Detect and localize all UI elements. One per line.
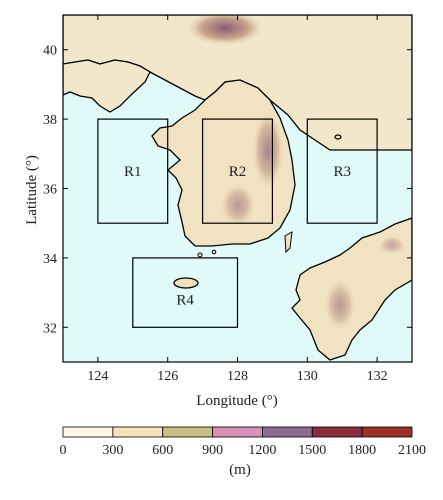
liaodong-coast bbox=[63, 59, 151, 113]
elevation-colorbar: 0 300 600 900 1200 1500 1800 2100 bbox=[60, 426, 426, 458]
colorbar-tick-label: 2100 bbox=[398, 443, 426, 458]
tsushima-island bbox=[284, 231, 293, 254]
y-tick-label: 36 bbox=[43, 183, 57, 198]
colorbar-segment bbox=[62, 426, 114, 438]
colorbar-segment bbox=[262, 426, 313, 438]
region-label-r3: R3 bbox=[333, 164, 351, 180]
y-tick-label: 40 bbox=[43, 44, 57, 59]
x-tick-label: 124 bbox=[87, 369, 108, 384]
chugoku-mountains bbox=[378, 235, 406, 255]
colorbar-segment bbox=[112, 426, 164, 438]
jeju-island bbox=[173, 277, 199, 289]
islet bbox=[211, 249, 217, 255]
northern-highlands bbox=[185, 15, 265, 46]
colorbar-tick-label: 900 bbox=[202, 443, 223, 458]
region-box-r3 bbox=[306, 118, 378, 224]
colorbar-segment bbox=[162, 426, 213, 438]
ulleung-island bbox=[334, 134, 342, 140]
kyushu-mountains bbox=[324, 279, 356, 331]
region-box-r2 bbox=[202, 118, 274, 224]
colorbar-tick-label: 1800 bbox=[348, 443, 376, 458]
landmass-group bbox=[63, 15, 412, 361]
colorbar-segment bbox=[361, 426, 413, 438]
x-tick-label: 126 bbox=[157, 369, 178, 384]
colorbar-tick-label: 1500 bbox=[298, 443, 326, 458]
y-axis-title: Latitude (°) bbox=[24, 155, 40, 225]
region-label-r2: R2 bbox=[229, 164, 247, 180]
colorbar-tick-label: 0 bbox=[60, 443, 67, 458]
x-axis-title: Longitude (°) bbox=[196, 393, 277, 409]
region-box-r1 bbox=[97, 118, 169, 224]
colorbar-segment bbox=[311, 426, 363, 438]
y-tick-label: 34 bbox=[43, 252, 57, 267]
colorbar-tick-label: 600 bbox=[152, 443, 173, 458]
colorbar-tick-label: 300 bbox=[102, 443, 123, 458]
x-tick-label: 128 bbox=[227, 369, 248, 384]
colorbar-segment bbox=[212, 426, 263, 438]
colorbar-unit: (m) bbox=[229, 462, 251, 478]
taebaek-range bbox=[252, 110, 284, 190]
islet bbox=[197, 252, 203, 258]
colorbar-tick-label: 1200 bbox=[248, 443, 276, 458]
region-boxes: R1 R2 R3 R4 bbox=[97, 118, 378, 328]
axis-ticks: 124 126 128 130 132 32 34 36 38 40 bbox=[43, 15, 412, 384]
x-tick-label: 132 bbox=[367, 369, 388, 384]
sobaek-range bbox=[220, 183, 256, 227]
x-tick-label: 130 bbox=[297, 369, 318, 384]
region-box-r4 bbox=[132, 257, 239, 328]
y-tick-label: 38 bbox=[43, 113, 57, 128]
region-label-r4: R4 bbox=[176, 293, 194, 309]
region-label-r1: R1 bbox=[124, 164, 142, 180]
y-tick-label: 32 bbox=[43, 321, 57, 336]
